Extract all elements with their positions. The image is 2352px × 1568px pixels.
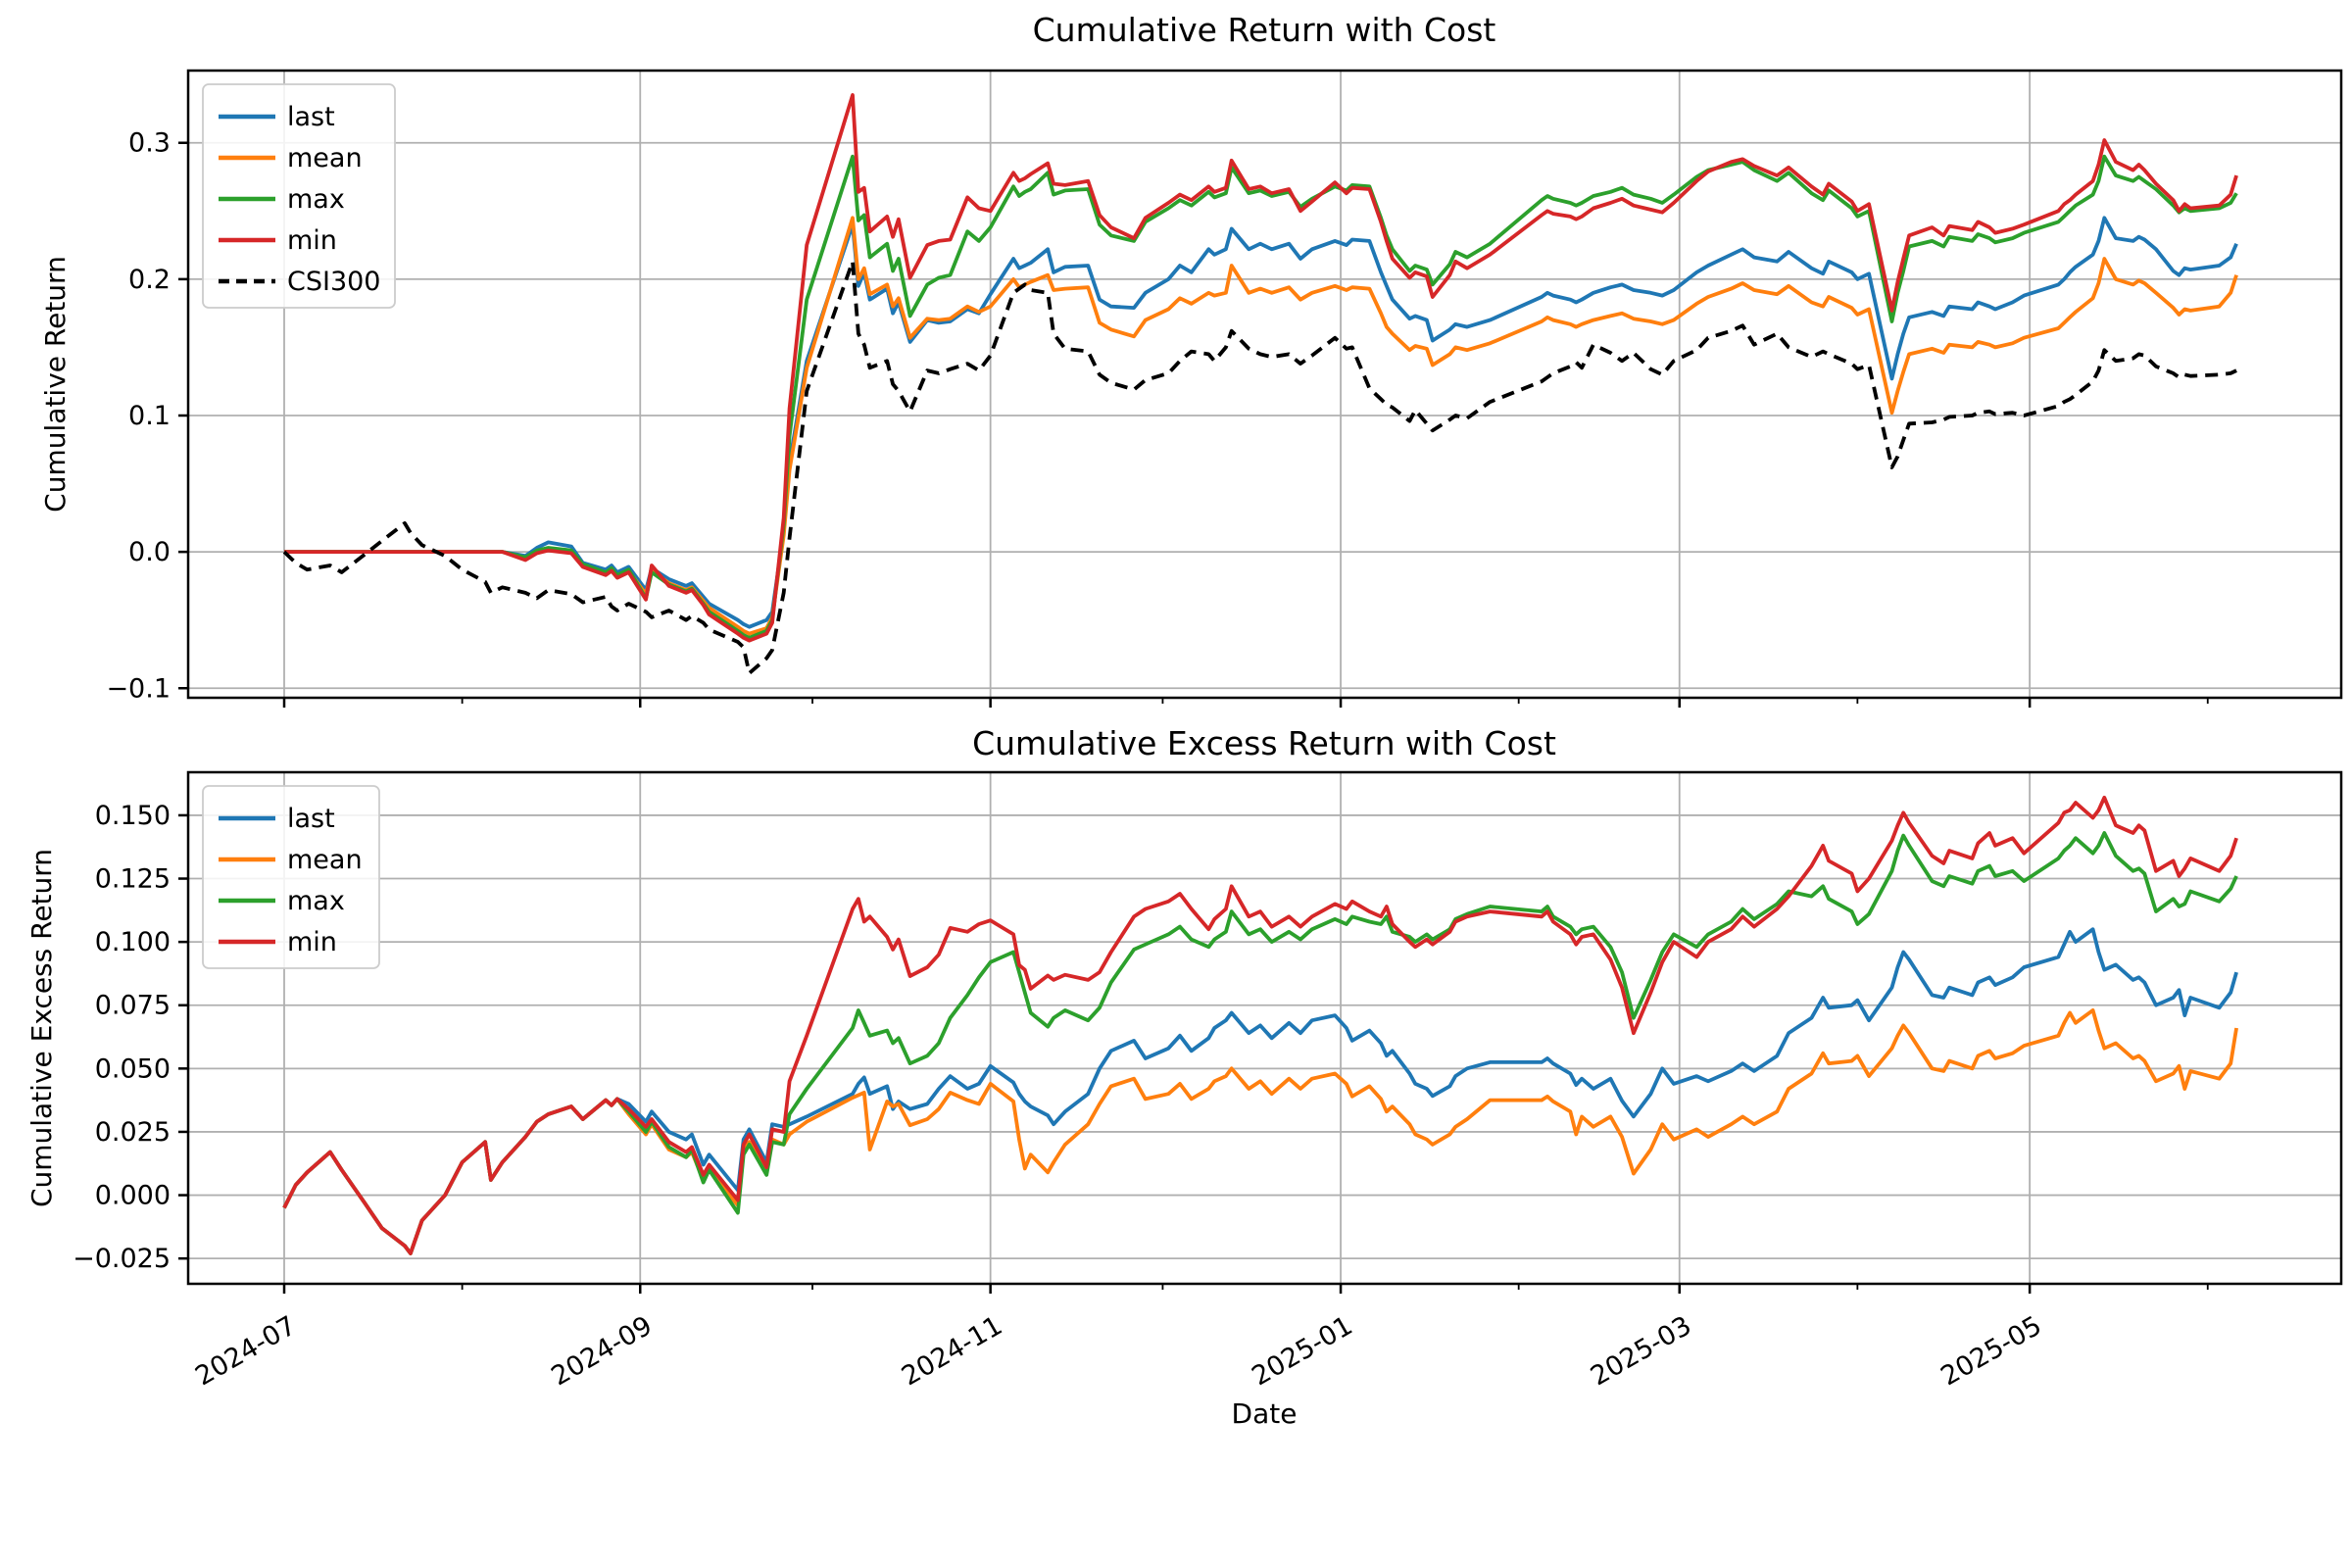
y-tick-label: 0.100	[95, 927, 171, 957]
x-tick-label: 2024-11	[897, 1310, 1007, 1392]
legend-box	[202, 785, 380, 969]
legend-box	[202, 83, 396, 309]
axes-frame	[186, 69, 2343, 700]
y-tick-label: −0.025	[73, 1244, 171, 1274]
legend-label-last: last	[287, 804, 335, 834]
y-tick-label: 0.025	[95, 1117, 171, 1148]
axes-frame	[186, 770, 2343, 1286]
y-tick-label: 0.000	[95, 1181, 171, 1211]
legend-label-csi300: CSI300	[287, 267, 381, 297]
y-tick-label: −0.1	[106, 673, 171, 704]
y-tick-label: 0.075	[95, 991, 171, 1021]
x-tick-label: 2025-05	[1936, 1310, 2046, 1392]
y-tick-label: 0.1	[128, 401, 171, 431]
legend-label-max: max	[287, 886, 345, 916]
series-line-min	[282, 795, 2238, 1255]
top-chart-title: Cumulative Return with Cost	[1033, 11, 1496, 49]
y-tick-label: 0.150	[95, 801, 171, 831]
legend-label-min: min	[287, 927, 337, 957]
x-tick-label: 2025-01	[1247, 1310, 1357, 1392]
top-chart: −0.1 0.0 0.1 0.2 0.3 last mean max min CSI300	[106, 69, 2343, 708]
bottom-chart: −0.025 0.000 0.025 0.050 0.075 0.100 0.125 0.15…	[73, 770, 2343, 1392]
y-tick-label: 0.0	[128, 537, 171, 567]
y-tick-label: 0.3	[128, 128, 171, 159]
series-line-csi300	[282, 259, 2237, 675]
series-line-max	[282, 831, 2238, 1255]
y-tick-label: 0.125	[95, 864, 171, 895]
bottom-chart-title: Cumulative Excess Return with Cost	[972, 724, 1556, 762]
x-axis-label: Date	[1232, 1397, 1298, 1430]
legend-label-mean: mean	[287, 845, 363, 875]
top-chart-ylabel: Cumulative Return	[39, 256, 72, 513]
y-tick-label: 0.050	[95, 1054, 171, 1084]
series-line-last	[282, 927, 2238, 1255]
x-tick-label: 2025-03	[1586, 1310, 1696, 1392]
bottom-chart-ylabel: Cumulative Excess Return	[25, 849, 58, 1207]
legend-label-max: max	[287, 184, 345, 215]
legend-label-last: last	[287, 102, 335, 132]
series-line-mean	[284, 216, 2238, 636]
series-line-min	[284, 93, 2238, 643]
x-tick-label: 2024-09	[547, 1310, 658, 1392]
legend-label-min: min	[287, 225, 337, 256]
legend-label-mean: mean	[287, 143, 363, 173]
series-line-max	[284, 154, 2238, 640]
y-tick-label: 0.2	[128, 265, 171, 295]
x-tick-label: 2024-07	[190, 1310, 301, 1392]
